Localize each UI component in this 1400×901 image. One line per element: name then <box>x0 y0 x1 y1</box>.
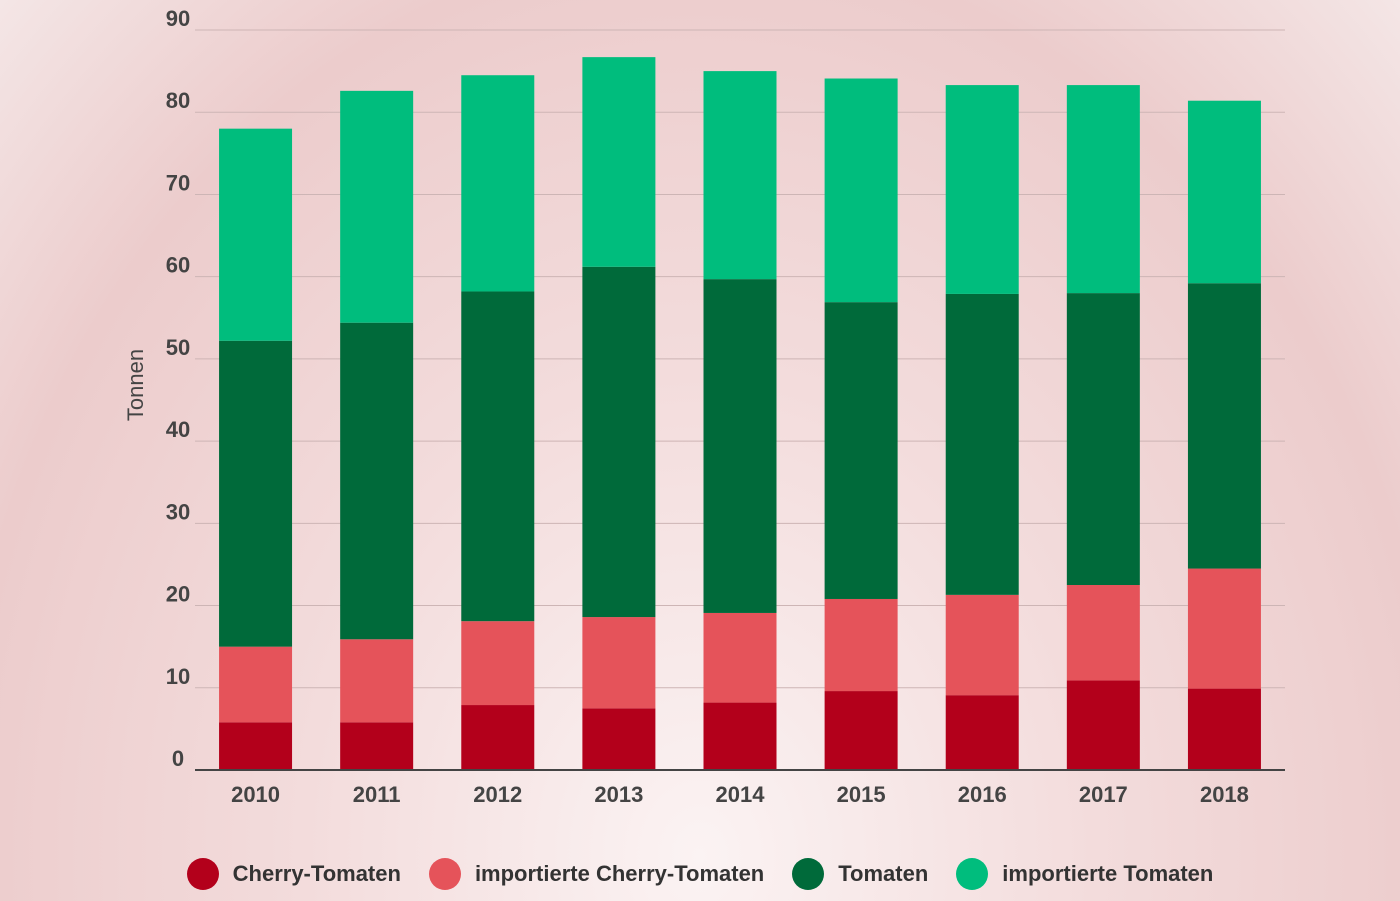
x-tick-label: 2015 <box>837 782 886 807</box>
bar-segment <box>703 612 777 703</box>
bar-segment <box>340 90 414 323</box>
legend-item: importierte Cherry-Tomaten <box>428 858 765 890</box>
bar-segment <box>1066 680 1140 770</box>
bar-segment <box>461 75 535 292</box>
x-tick-label: 2011 <box>353 782 401 807</box>
legend-item: Cherry-Tomaten <box>186 858 401 890</box>
bar-segment <box>945 85 1019 294</box>
legend-item: Tomaten <box>792 858 928 890</box>
bar-segment <box>461 705 535 770</box>
bar-segment <box>1066 85 1140 294</box>
bar-segment <box>1187 568 1261 689</box>
legend-label: importierte Tomaten <box>1002 861 1214 886</box>
x-tick-label: 2017 <box>1079 782 1128 807</box>
bar-segment <box>824 691 898 770</box>
y-tick-label: 40 <box>166 417 190 442</box>
legend-item: importierte Tomaten <box>956 858 1213 890</box>
x-tick-label: 2010 <box>231 782 280 807</box>
bar-segment <box>582 57 656 267</box>
legend: Cherry-Tomaten importierte Cherry-Tomaten… <box>0 858 1400 890</box>
bar-segment <box>219 128 293 341</box>
x-tick-label: 2012 <box>473 782 522 807</box>
y-tick-label: 60 <box>166 253 190 278</box>
bar-segment <box>219 646 293 723</box>
bar-segment <box>945 594 1019 696</box>
bar-segment <box>340 639 414 723</box>
bar-segment <box>1066 293 1140 585</box>
bar-segment <box>824 302 898 599</box>
legend-label: Cherry-Tomaten <box>232 861 401 886</box>
bar-segment <box>703 71 777 280</box>
x-tick-label: 2016 <box>958 782 1007 807</box>
bar-segment <box>219 722 293 770</box>
bar-segment <box>340 322 414 640</box>
y-tick-label: 20 <box>166 582 190 607</box>
bar-segment <box>582 266 656 618</box>
x-tick-label: 2018 <box>1200 782 1249 807</box>
bar-segment <box>703 702 777 770</box>
bar-segment <box>219 340 293 647</box>
bar-segment <box>1187 100 1261 284</box>
y-tick-label: 70 <box>166 170 190 195</box>
bar-segment <box>582 708 656 770</box>
legend-swatch <box>428 858 461 890</box>
y-tick-label: 80 <box>166 88 190 113</box>
legend-swatch <box>792 858 825 890</box>
y-tick-label: 30 <box>166 499 190 524</box>
bar-segment <box>945 293 1019 595</box>
bar-segment <box>582 617 656 709</box>
legend-swatch <box>956 858 989 890</box>
bar-segment <box>461 621 535 706</box>
y-tick-label: 0 <box>172 746 184 771</box>
y-tick-label: 50 <box>166 335 190 360</box>
legend-label: Tomaten <box>838 861 929 886</box>
y-tick-label: 10 <box>166 664 190 689</box>
y-axis-label: Tonnen <box>123 349 148 421</box>
legend-label: importierte Cherry-Tomaten <box>474 861 765 886</box>
bar-segment <box>1066 585 1140 681</box>
legend-swatch <box>186 858 219 890</box>
x-tick-label: 2013 <box>594 782 643 807</box>
bar-segment <box>703 279 777 613</box>
bar-segment <box>945 695 1019 770</box>
bar-segment <box>461 291 535 622</box>
bar-segment <box>1187 283 1261 569</box>
bar-segment <box>824 78 898 303</box>
bar-segment <box>340 722 414 770</box>
bar-segment <box>824 598 898 692</box>
y-tick-label: 90 <box>166 6 190 31</box>
x-tick-label: 2014 <box>716 782 766 807</box>
bar-segment <box>1187 688 1261 770</box>
